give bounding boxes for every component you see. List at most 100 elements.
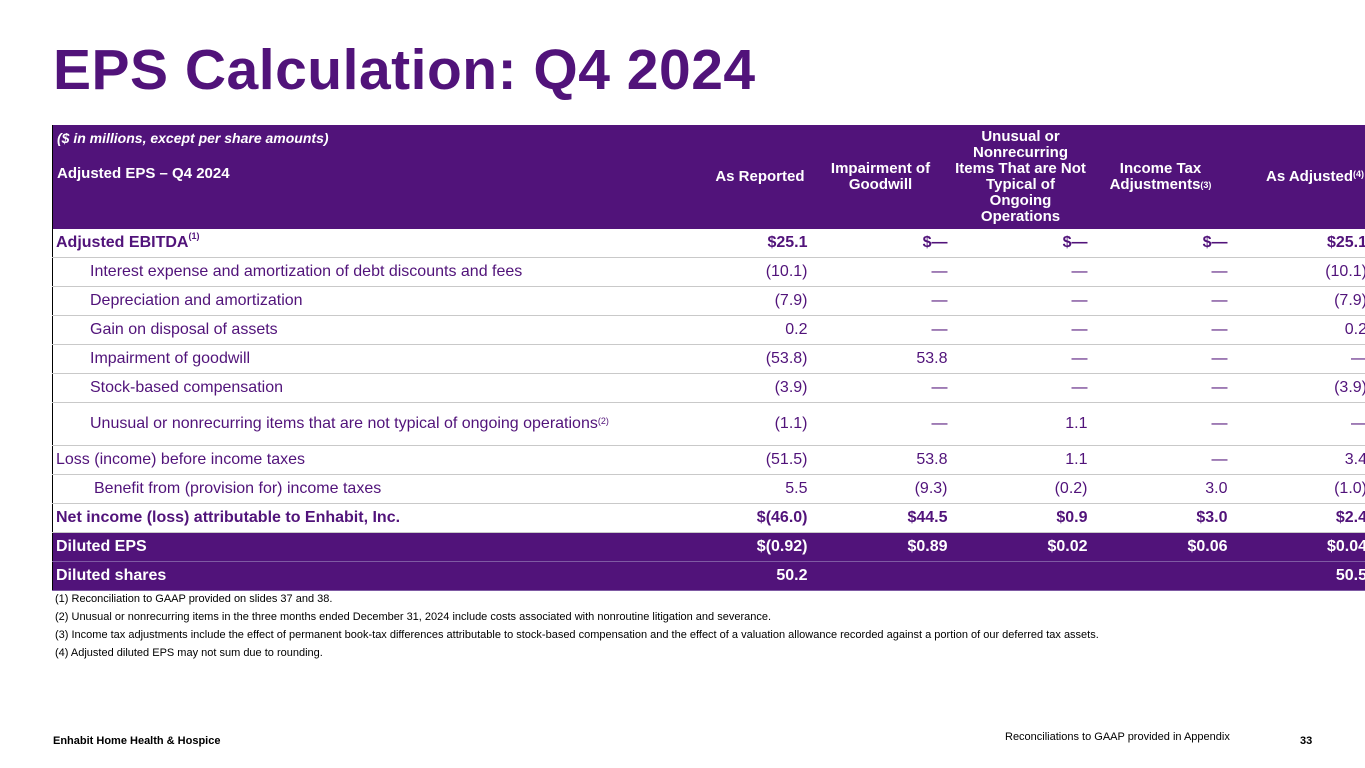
cell-as-reported: (10.1) xyxy=(620,257,811,287)
cell-unusual: — xyxy=(950,286,1091,316)
row-label: Unusual or nonrecurring items that are n… xyxy=(52,402,621,446)
col-header-unusual: Unusual or Nonrecurring Items That are N… xyxy=(950,125,1091,229)
cell-impairment: $0.89 xyxy=(810,532,951,562)
cell-impairment: (9.3) xyxy=(810,474,951,504)
cell-income-tax: 3.0 xyxy=(1090,474,1231,504)
cell-as-reported: $25.1 xyxy=(620,229,811,258)
col-header-as-adjusted: As Adjusted(4) xyxy=(1230,125,1365,229)
footnote-ref-1: (1) xyxy=(188,231,200,241)
row-label: Interest expense and amortization of deb… xyxy=(52,257,621,287)
cell-as-reported: (7.9) xyxy=(620,286,811,316)
page-title: EPS Calculation: Q4 2024 xyxy=(53,38,756,102)
cell-as-reported: (51.5) xyxy=(620,445,811,475)
cell-as-reported: (1.1) xyxy=(620,402,811,446)
footnote-3: (3) Income tax adjustments include the e… xyxy=(55,629,1099,641)
cell-unusual xyxy=(950,561,1091,591)
table-label: Adjusted EPS – Q4 2024 xyxy=(57,165,230,182)
cell-as-reported: 5.5 xyxy=(620,474,811,504)
cell-unusual: — xyxy=(950,257,1091,287)
page-number: 33 xyxy=(1300,735,1313,747)
table-row: Loss (income) before income taxes (51.5)… xyxy=(52,445,1365,475)
cell-as-reported: 0.2 xyxy=(620,315,811,345)
row-label: Stock-based compensation xyxy=(52,373,621,403)
footnote-1: (1) Reconciliation to GAAP provided on s… xyxy=(55,593,333,605)
cell-as-adjusted: — xyxy=(1230,344,1365,374)
table-row: Impairment of goodwill (53.8) 53.8 — — — xyxy=(52,344,1365,374)
cell-impairment: $44.5 xyxy=(810,503,951,533)
cell-impairment: 53.8 xyxy=(810,344,951,374)
units-note: ($ in millions, except per share amounts… xyxy=(57,130,329,146)
cell-as-reported: $(0.92) xyxy=(620,532,811,562)
cell-income-tax: — xyxy=(1090,402,1231,446)
cell-income-tax: — xyxy=(1090,315,1231,345)
eps-table: ($ in millions, except per share amounts… xyxy=(52,125,1365,591)
cell-income-tax: — xyxy=(1090,344,1231,374)
cell-impairment: — xyxy=(810,315,951,345)
cell-as-adjusted: (1.0) xyxy=(1230,474,1365,504)
cell-unusual: 1.1 xyxy=(950,445,1091,475)
cell-as-adjusted: $0.04 xyxy=(1230,532,1365,562)
col-header-impairment: Impairment of Goodwill xyxy=(810,125,951,229)
table-row: Diluted shares 50.2 50.5 xyxy=(52,561,1365,591)
cell-impairment: — xyxy=(810,286,951,316)
cell-as-adjusted: 50.5 xyxy=(1230,561,1365,591)
footnote-4: (4) Adjusted diluted EPS may not sum due… xyxy=(55,647,323,659)
footer-company: Enhabit Home Health & Hospice xyxy=(53,735,221,747)
cell-as-adjusted: (7.9) xyxy=(1230,286,1365,316)
footnotes: (1) Reconciliation to GAAP provided on s… xyxy=(55,590,1099,662)
cell-income-tax: $— xyxy=(1090,229,1231,258)
table-row: Gain on disposal of assets 0.2 — — — 0.2 xyxy=(52,315,1365,345)
cell-as-reported: 50.2 xyxy=(620,561,811,591)
cell-as-adjusted: 0.2 xyxy=(1230,315,1365,345)
cell-unusual: $0.02 xyxy=(950,532,1091,562)
table-row: Adjusted EBITDA(1) $25.1 $— $— $— $25.1 xyxy=(52,229,1365,258)
header-label-cell: ($ in millions, except per share amounts… xyxy=(52,125,621,229)
cell-as-reported: (3.9) xyxy=(620,373,811,403)
col-header-as-reported: As Reported xyxy=(620,125,811,229)
row-label: Adjusted EBITDA(1) xyxy=(52,229,621,258)
cell-as-adjusted: (3.9) xyxy=(1230,373,1365,403)
cell-unusual: (0.2) xyxy=(950,474,1091,504)
table-row: Diluted EPS $(0.92) $0.89 $0.02 $0.06 $0… xyxy=(52,532,1365,562)
cell-impairment xyxy=(810,561,951,591)
row-label-text: Adjusted EBITDA xyxy=(56,234,189,251)
footnote-ref-4: (4) xyxy=(1353,169,1364,179)
cell-income-tax: $0.06 xyxy=(1090,532,1231,562)
table-row: Interest expense and amortization of deb… xyxy=(52,257,1365,287)
footer-reconciliation-note: Reconciliations to GAAP provided in Appe… xyxy=(1005,731,1230,743)
cell-income-tax: — xyxy=(1090,373,1231,403)
row-label: Benefit from (provision for) income taxe… xyxy=(52,474,621,504)
row-label: Gain on disposal of assets xyxy=(52,315,621,345)
cell-impairment: — xyxy=(810,402,951,446)
cell-impairment: $— xyxy=(810,229,951,258)
row-label: Depreciation and amortization xyxy=(52,286,621,316)
cell-as-adjusted: $2.4 xyxy=(1230,503,1365,533)
footnote-ref-2: (2) xyxy=(597,416,609,426)
cell-unusual: — xyxy=(950,373,1091,403)
cell-as-reported: $(46.0) xyxy=(620,503,811,533)
cell-impairment: 53.8 xyxy=(810,445,951,475)
col-header-income-tax: Income Tax Adjustments(3) xyxy=(1090,125,1231,229)
col-header-income-tax-label: Income Tax Adjustments xyxy=(1109,160,1202,193)
cell-unusual: $0.9 xyxy=(950,503,1091,533)
cell-income-tax: — xyxy=(1090,445,1231,475)
table-row: Depreciation and amortization (7.9) — — … xyxy=(52,286,1365,316)
row-label: Loss (income) before income taxes xyxy=(52,445,621,475)
row-label: Diluted EPS xyxy=(52,532,621,562)
col-header-as-adjusted-label: As Adjusted xyxy=(1266,168,1353,185)
cell-unusual: 1.1 xyxy=(950,402,1091,446)
cell-impairment: — xyxy=(810,373,951,403)
row-label: Diluted shares xyxy=(52,561,621,591)
row-label: Net income (loss) attributable to Enhabi… xyxy=(52,503,621,533)
cell-income-tax: — xyxy=(1090,286,1231,316)
cell-as-adjusted: (10.1) xyxy=(1230,257,1365,287)
cell-impairment: — xyxy=(810,257,951,287)
cell-income-tax xyxy=(1090,561,1231,591)
cell-as-adjusted: 3.4 xyxy=(1230,445,1365,475)
cell-as-adjusted: $25.1 xyxy=(1230,229,1365,258)
footnote-ref-3: (3) xyxy=(1200,180,1212,190)
table-row: Net income (loss) attributable to Enhabi… xyxy=(52,503,1365,533)
row-label-text: Unusual or nonrecurring items that are n… xyxy=(90,415,598,432)
footnote-2: (2) Unusual or nonrecurring items in the… xyxy=(55,611,772,623)
cell-unusual: — xyxy=(950,315,1091,345)
